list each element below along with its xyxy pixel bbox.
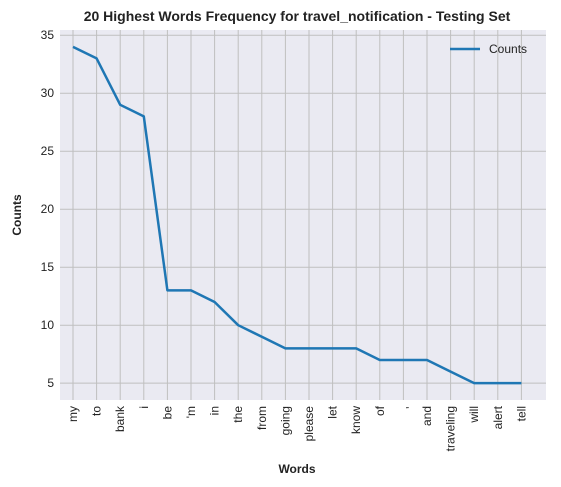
- y-axis: 5 10 15 20 25 30 35: [41, 28, 55, 390]
- x-tick-label: bank: [113, 405, 127, 432]
- y-tick-label: 10: [41, 318, 55, 332]
- series-line-counts: [72, 45, 522, 385]
- y-tick-label: 35: [41, 28, 55, 42]
- x-tick-label: in: [208, 406, 222, 415]
- x-tick-label: and: [420, 406, 434, 426]
- x-tick-label: 'm: [184, 406, 198, 418]
- chart-title: 20 Highest Words Frequency for travel_no…: [84, 8, 511, 24]
- x-tick-label: i: [137, 406, 151, 409]
- x-tick-label: alert: [491, 405, 505, 429]
- x-tick-label: going: [278, 406, 292, 435]
- x-tick-label: to: [90, 406, 104, 416]
- x-tick-label: my: [66, 406, 80, 422]
- x-tick-label: let: [326, 405, 340, 418]
- y-tick-label: 15: [41, 260, 55, 274]
- y-axis-label: Counts: [10, 194, 24, 236]
- x-tick-label: will: [467, 406, 481, 424]
- y-tick-label: 20: [41, 202, 55, 216]
- y-tick-label: 25: [41, 144, 55, 158]
- x-tick-label: please: [302, 406, 316, 442]
- x-tick-label: tell: [514, 406, 528, 421]
- x-tick-label: know: [349, 406, 363, 434]
- y-tick-label: 5: [47, 376, 54, 390]
- x-tick-label: the: [231, 406, 245, 423]
- x-tick-label: be: [160, 406, 174, 420]
- x-tick-label: from: [255, 406, 269, 430]
- x-tick-label: of: [373, 405, 387, 416]
- y-tick-label: 30: [41, 86, 55, 100]
- x-axis-label: Words: [278, 462, 315, 476]
- x-tick-label: traveling: [444, 406, 458, 451]
- legend-label-counts: Counts: [489, 42, 527, 56]
- x-axis: my to bank i be 'm in the from going please let know…: [66, 405, 528, 451]
- series-layer: [72, 45, 522, 385]
- x-tick-label: ,: [396, 406, 410, 409]
- grid: [60, 30, 546, 400]
- plot-area: [60, 30, 546, 400]
- legend: Counts: [450, 42, 527, 56]
